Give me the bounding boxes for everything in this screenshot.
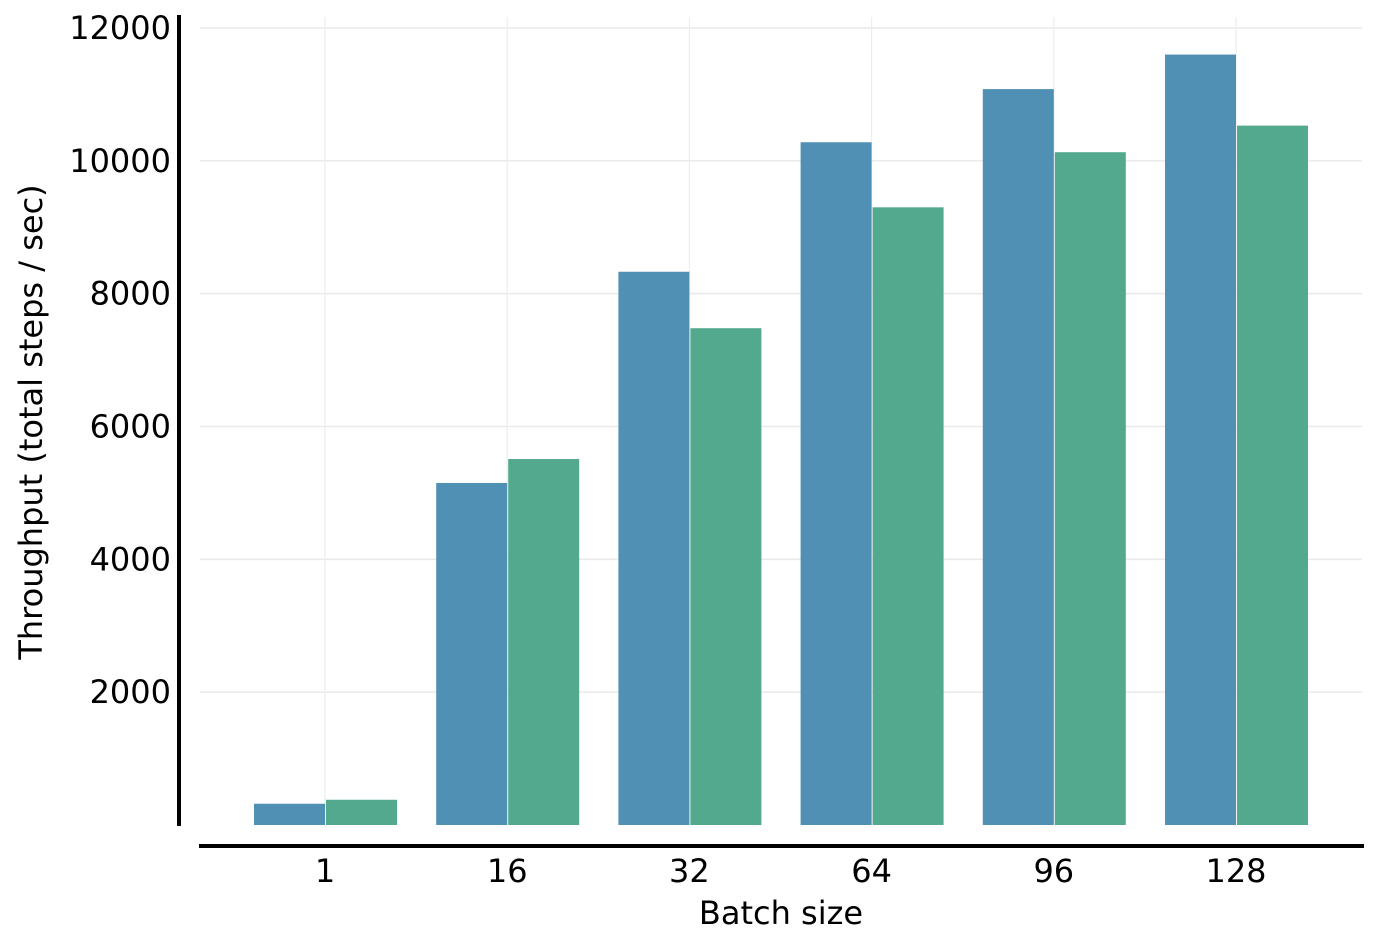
y-tick-label: 6000 <box>90 408 171 446</box>
x-tick-label: 32 <box>669 852 710 890</box>
y-tick-label: 2000 <box>90 673 171 711</box>
bar-series-2-128 <box>1237 126 1308 825</box>
x-tick-label: 16 <box>487 852 528 890</box>
bar-series-1-64 <box>801 142 872 825</box>
y-tick-label: 4000 <box>90 540 171 578</box>
x-tick-label: 64 <box>851 852 892 890</box>
bar-series-1-16 <box>436 483 507 825</box>
x-tick-label: 128 <box>1205 852 1266 890</box>
x-tick-label: 96 <box>1033 852 1074 890</box>
bar-chart: 2000 4000 6000 8000 10000 12000 1 16 32 64 96 128 B… <box>0 0 1377 945</box>
x-axis-title: Batch size <box>699 894 863 932</box>
y-tick-label: 10000 <box>69 142 171 180</box>
bar-series-2-32 <box>690 328 761 825</box>
y-tick-label: 8000 <box>90 275 171 313</box>
bars <box>254 55 1308 825</box>
x-tick-label: 1 <box>315 852 335 890</box>
bar-series-2-96 <box>1055 152 1126 825</box>
bar-series-1-128 <box>1165 55 1236 825</box>
chart-container: 2000 4000 6000 8000 10000 12000 1 16 32 64 96 128 B… <box>0 0 1377 945</box>
bar-series-1-1 <box>254 804 325 825</box>
bar-series-1-32 <box>618 272 689 825</box>
bar-series-2-64 <box>873 207 944 825</box>
bar-series-1-96 <box>983 89 1054 825</box>
bar-series-2-16 <box>508 459 579 825</box>
bar-series-2-1 <box>326 800 397 825</box>
y-tick-label: 12000 <box>69 9 171 47</box>
y-axis-title: Throughput (total steps / sec) <box>12 184 50 660</box>
